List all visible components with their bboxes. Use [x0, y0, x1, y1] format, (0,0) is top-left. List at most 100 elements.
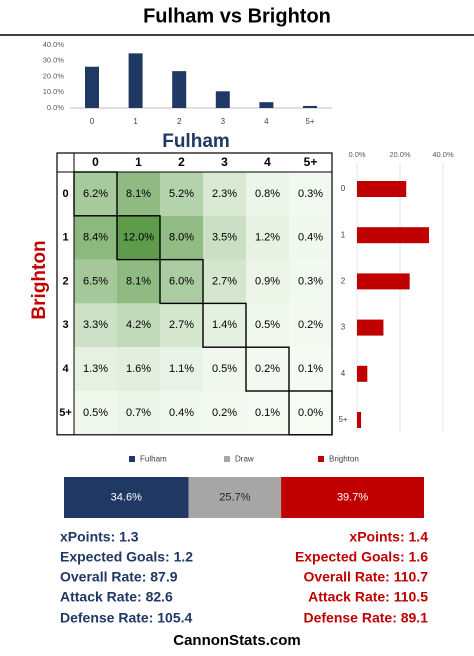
heat-cell [246, 391, 289, 435]
cell-label: 0.8% [255, 188, 280, 200]
x-tick-label: 3 [221, 117, 226, 126]
y-tick-label: 30.0% [43, 56, 65, 65]
draw-outline [202, 302, 247, 348]
bar [85, 66, 99, 108]
y-tick-label: 4 [341, 369, 346, 378]
draw-outline [245, 346, 290, 392]
cell-label: 8.1% [126, 188, 151, 200]
y-tick-label: 0.0% [47, 103, 64, 112]
cell-label: 0.1% [255, 407, 280, 419]
cell-label: 0.5% [255, 319, 280, 331]
cell-label: 0.0% [298, 407, 323, 419]
cell-label: 1.2% [255, 232, 280, 244]
cell-label: 1.4% [212, 319, 237, 331]
heat-cell [160, 391, 203, 435]
bar [357, 273, 410, 290]
heat-cell [289, 172, 332, 216]
bar [357, 319, 384, 336]
bar-segment [281, 477, 424, 518]
cell-label: 6.2% [83, 188, 108, 200]
heat-cell [203, 259, 246, 304]
heat-cell [246, 172, 289, 216]
cell-label: 0.3% [298, 188, 323, 200]
heat-cell [246, 259, 289, 304]
heat-cell [117, 303, 160, 348]
cell-label: 12.0% [123, 232, 154, 244]
y-tick-label: 5+ [338, 415, 347, 424]
legend-label: Brighton [329, 455, 359, 464]
draw-outline [159, 258, 204, 305]
x-tick-label: 0 [90, 117, 95, 126]
cell-label: 0.4% [298, 232, 323, 244]
row-label: 4 [62, 363, 69, 375]
bar [128, 53, 143, 108]
segment-label: 34.6% [111, 491, 142, 503]
cell-label: 8.1% [126, 275, 151, 287]
heat-cell [289, 347, 332, 391]
heat-cell [203, 215, 246, 260]
home-stat: Overall Rate: 87.9 [60, 569, 178, 585]
heat-cell [289, 215, 332, 260]
legend-label: Fulham [140, 455, 167, 464]
cell-label: 2.7% [169, 319, 194, 331]
heat-cell [203, 172, 246, 216]
cell-label: 1.1% [169, 363, 194, 375]
heat-cell [74, 347, 117, 391]
cell-label: 0.2% [255, 363, 280, 375]
cell-label: 2.7% [212, 275, 237, 287]
cell-label: 0.1% [298, 363, 323, 375]
y-tick-label: 3 [341, 323, 346, 332]
heat-cell [117, 347, 160, 391]
cell-label: 1.6% [126, 363, 151, 375]
bar [259, 102, 274, 108]
heat-cell [160, 303, 203, 348]
heat-cell [203, 347, 246, 391]
x-tick-label: 4 [264, 117, 269, 126]
column-label: 4 [264, 155, 271, 169]
x-tick-label: 40.0% [432, 150, 454, 159]
cell-label: 0.2% [298, 319, 323, 331]
bar-segment [188, 477, 282, 518]
heat-cell [74, 259, 117, 304]
heat-cell [160, 347, 203, 391]
heat-cell [74, 215, 117, 260]
heat-cell [246, 215, 289, 260]
x-axis-title: Fulham [162, 131, 230, 152]
cell-label: 6.5% [83, 275, 108, 287]
cell-label: 1.3% [83, 363, 108, 375]
away-stat: Attack Rate: 110.5 [308, 589, 428, 605]
row-label: 3 [62, 319, 68, 331]
heat-cell [117, 391, 160, 435]
draw-outline [116, 215, 161, 261]
heat-cell [74, 303, 117, 348]
cell-label: 8.4% [83, 232, 108, 244]
heat-cell [117, 215, 160, 260]
title: Fulham vs Brighton [143, 5, 331, 27]
segment-label: 39.7% [337, 491, 368, 503]
column-label: 2 [178, 155, 185, 169]
cell-label: 6.0% [169, 275, 194, 287]
row-label: 2 [62, 275, 68, 287]
bar [357, 181, 407, 197]
cell-label: 3.3% [83, 319, 108, 331]
heat-cell [74, 172, 117, 216]
away-stat: xPoints: 1.4 [349, 529, 428, 545]
cell-label: 5.2% [169, 188, 194, 200]
heat-cell [289, 391, 332, 435]
heat-cell [289, 259, 332, 304]
bar [172, 71, 187, 108]
column-label: 0 [92, 155, 99, 169]
cell-label: 0.2% [212, 407, 237, 419]
row-label: 5+ [59, 407, 72, 419]
cell-label: 4.2% [126, 319, 151, 331]
away-stat: Overall Rate: 110.7 [303, 569, 428, 585]
row-label: 0 [62, 188, 68, 200]
matrix-border [56, 152, 333, 436]
y-tick-label: 20.0% [43, 71, 65, 80]
y-tick-label: 1 [341, 230, 346, 239]
cell-label: 0.5% [212, 363, 237, 375]
bar-segment [64, 477, 189, 518]
cell-label: 0.4% [169, 407, 194, 419]
legend-label: Draw [235, 455, 254, 464]
heat-cell [289, 303, 332, 348]
